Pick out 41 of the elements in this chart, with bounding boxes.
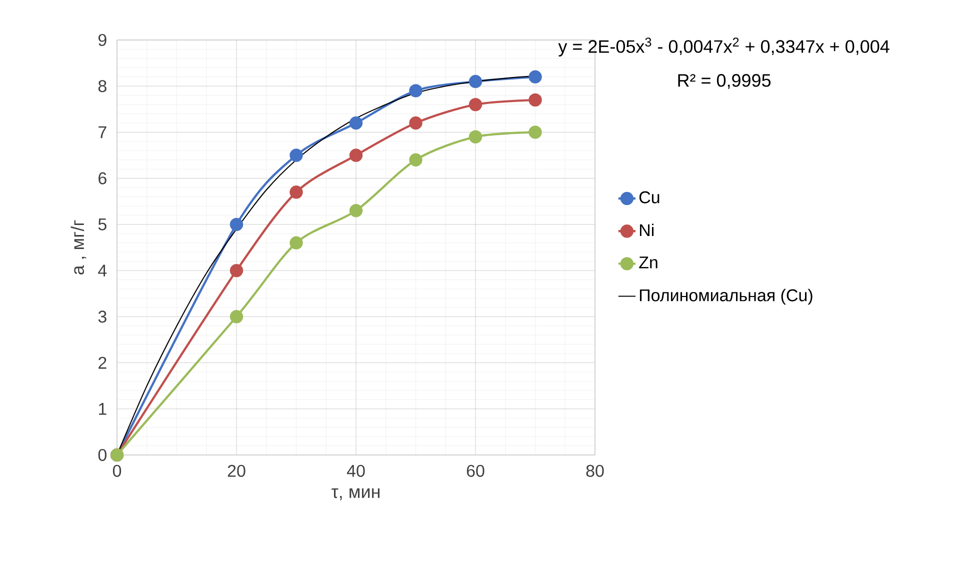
point xyxy=(349,116,363,130)
annotation: y = 2E-05x$^{3}$ - 0,0047x$^{2}$ + 0,3347x + 0,004 xyxy=(558,38,890,56)
y-tick-label: 1 xyxy=(98,403,106,415)
x-tick-label: 0 xyxy=(112,464,122,477)
point xyxy=(290,148,303,162)
legend-label: Cu xyxy=(639,191,660,204)
point xyxy=(230,218,244,232)
point xyxy=(409,84,422,98)
point xyxy=(528,93,542,107)
point xyxy=(528,70,542,84)
point xyxy=(349,148,363,162)
x-tick-label: 60 xyxy=(466,464,484,477)
text: R² = 0,9995 xyxy=(678,74,771,89)
y-tick-label: 9 xyxy=(98,34,106,46)
y-tick-label: 4 xyxy=(98,264,107,276)
x-tick-label: 40 xyxy=(346,464,365,477)
y-tick-label: 2 xyxy=(98,356,106,369)
legend-label: Полиномиальная (Cu) xyxy=(640,288,812,305)
point xyxy=(230,264,244,278)
x-tick-label: 20 xyxy=(228,464,246,477)
y-axis-title: а , мг/г xyxy=(70,220,86,274)
y-tick-label: 6 xyxy=(98,172,106,184)
y-tick-label: 7 xyxy=(98,126,106,138)
legend-label: Zn xyxy=(639,256,658,268)
point xyxy=(528,126,542,139)
point xyxy=(468,98,482,112)
point xyxy=(290,236,303,250)
point xyxy=(409,116,422,130)
y-tick-label: 8 xyxy=(98,80,106,92)
point xyxy=(468,74,482,88)
legend-label: Ni xyxy=(640,224,654,236)
y-tick-label: 5 xyxy=(98,218,106,230)
y-tick-label: 3 xyxy=(98,310,106,323)
point xyxy=(409,153,422,166)
x-tick-label: 80 xyxy=(586,464,604,477)
x-axis-title: τ, мин xyxy=(332,488,380,500)
y-tick-label: 0 xyxy=(98,448,106,462)
point xyxy=(230,310,244,324)
point xyxy=(468,130,482,144)
point xyxy=(349,204,363,218)
point xyxy=(290,186,303,199)
